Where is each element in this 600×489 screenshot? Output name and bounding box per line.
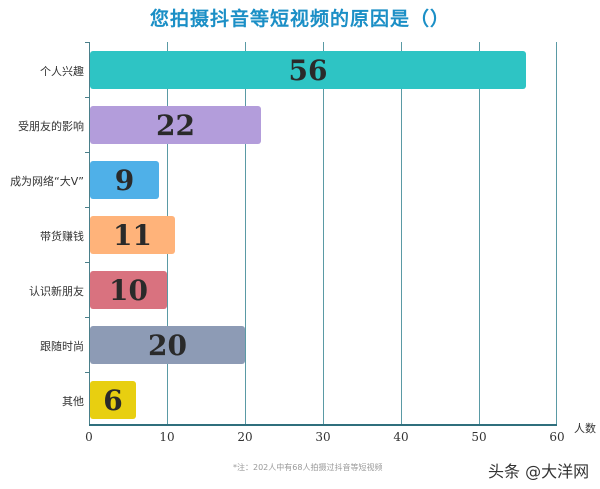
chart-title: 您拍摄抖音等短视频的原因是（） bbox=[149, 8, 450, 30]
category-label: 受朋友的影响 bbox=[18, 120, 84, 133]
x-tick-label: 60 bbox=[549, 430, 565, 444]
bar-personal-interest: 56 bbox=[90, 51, 526, 89]
gridline-20 bbox=[245, 42, 246, 426]
watermark: 头条 @大洋网 bbox=[488, 462, 590, 481]
bar-value-label: 56 bbox=[288, 53, 328, 87]
category-label: 成为网络“大V” bbox=[10, 175, 84, 188]
gridline-60 bbox=[556, 42, 557, 426]
y-axis bbox=[89, 42, 90, 426]
x-tick-label: 0 bbox=[85, 430, 93, 444]
y-tick bbox=[85, 372, 89, 373]
plot-area: 56 22 9 11 10 20 6 bbox=[85, 42, 557, 426]
x-axis bbox=[89, 424, 557, 426]
x-tick-label: 20 bbox=[237, 430, 253, 444]
y-tick bbox=[85, 97, 89, 98]
bar-sell-goods: 11 bbox=[90, 216, 175, 254]
bar-value-label: 20 bbox=[148, 328, 187, 362]
gridline-50 bbox=[479, 42, 480, 426]
x-axis-label: 人数 bbox=[574, 422, 596, 435]
bar-friends-influence: 22 bbox=[90, 106, 261, 144]
category-label: 其他 bbox=[62, 395, 84, 408]
x-tick-label: 30 bbox=[315, 430, 331, 444]
y-tick bbox=[85, 152, 89, 153]
y-tick bbox=[85, 207, 89, 208]
bar-value-label: 9 bbox=[114, 163, 135, 197]
bar-other: 6 bbox=[90, 381, 136, 419]
x-tick-label: 10 bbox=[159, 430, 175, 444]
gridline-30 bbox=[323, 42, 324, 426]
footnote: *注：202人中有68人拍摄过抖音等短视频 bbox=[233, 463, 383, 472]
x-tick-label: 40 bbox=[393, 430, 409, 444]
bar-value-label: 11 bbox=[113, 218, 152, 252]
y-tick bbox=[85, 262, 89, 263]
y-tick bbox=[85, 42, 89, 43]
category-label: 个人兴趣 bbox=[40, 65, 84, 78]
y-tick bbox=[85, 317, 89, 318]
x-tick-label: 50 bbox=[471, 430, 487, 444]
bar-value-label: 10 bbox=[109, 273, 148, 307]
category-label: 带货赚钱 bbox=[40, 230, 84, 243]
bar-value-label: 22 bbox=[156, 108, 195, 142]
category-label: 认识新朋友 bbox=[29, 285, 84, 298]
bar-meet-friends: 10 bbox=[90, 271, 167, 309]
category-label: 跟随时尚 bbox=[40, 340, 84, 353]
bar-value-label: 6 bbox=[103, 383, 123, 417]
gridline-40 bbox=[401, 42, 402, 426]
bar-become-influencer: 9 bbox=[90, 161, 159, 199]
bar-follow-fashion: 20 bbox=[90, 326, 245, 364]
